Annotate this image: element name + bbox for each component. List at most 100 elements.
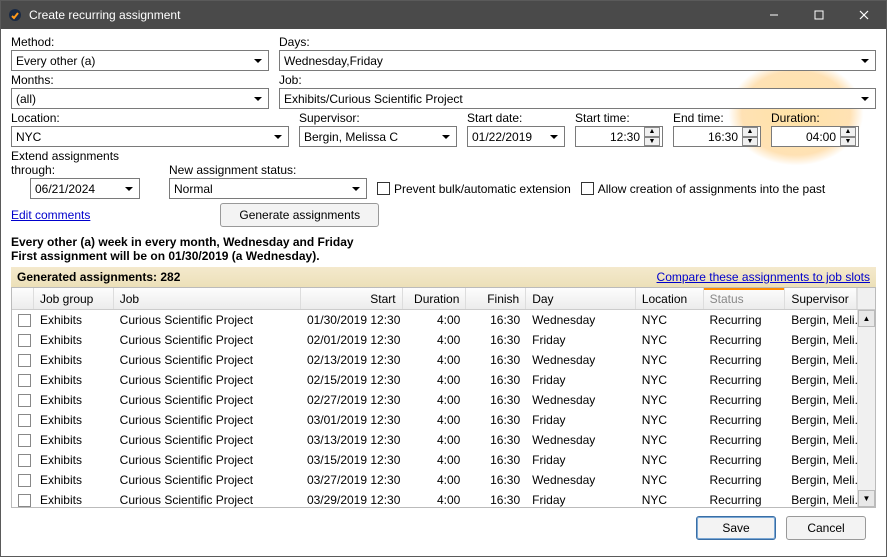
cell-location: NYC — [636, 393, 704, 407]
cell-location: NYC — [636, 493, 704, 507]
col-finish[interactable]: Finish — [466, 288, 526, 309]
days-label: Days: — [279, 35, 876, 49]
table-row[interactable]: ExhibitsCurious Scientific Project03/27/… — [12, 470, 857, 490]
days-dropdown[interactable]: Wednesday,Friday — [279, 50, 876, 71]
dialog-footer: Save Cancel — [11, 508, 876, 548]
col-checkbox[interactable] — [12, 288, 34, 309]
duration-spinner[interactable]: 04:00 ▲▼ — [771, 126, 859, 147]
cell-job: Curious Scientific Project — [114, 493, 301, 507]
spinner-buttons[interactable]: ▲▼ — [742, 127, 758, 146]
col-status[interactable]: Status — [704, 288, 786, 309]
cell-start: 02/15/2019 12:30 — [301, 373, 403, 387]
table-row[interactable]: ExhibitsCurious Scientific Project03/13/… — [12, 430, 857, 450]
cancel-button[interactable]: Cancel — [786, 516, 866, 540]
cell-supervisor: Bergin, Meli... — [785, 433, 857, 447]
cell-status: Recurring — [704, 313, 786, 327]
cell-job: Curious Scientific Project — [114, 413, 301, 427]
col-job[interactable]: Job — [114, 288, 301, 309]
new-status-dropdown[interactable]: Normal — [169, 178, 367, 199]
table-row[interactable]: ExhibitsCurious Scientific Project02/01/… — [12, 330, 857, 350]
col-job-group[interactable]: Job group — [34, 288, 114, 309]
table-row[interactable]: ExhibitsCurious Scientific Project03/29/… — [12, 490, 857, 507]
table-row[interactable]: ExhibitsCurious Scientific Project01/30/… — [12, 310, 857, 330]
cell-location: NYC — [636, 453, 704, 467]
cell-finish: 16:30 — [466, 493, 526, 507]
scroll-up-button[interactable]: ▲ — [858, 310, 875, 327]
table-row[interactable]: ExhibitsCurious Scientific Project03/15/… — [12, 450, 857, 470]
cell-supervisor: Bergin, Meli... — [785, 493, 857, 507]
cell-job-group: Exhibits — [34, 413, 114, 427]
table-row[interactable]: ExhibitsCurious Scientific Project02/13/… — [12, 350, 857, 370]
col-duration[interactable]: Duration — [403, 288, 467, 309]
method-dropdown[interactable]: Every other (a) — [11, 50, 269, 71]
cell-duration: 4:00 — [403, 453, 467, 467]
start-time-spinner[interactable]: 12:30 ▲▼ — [575, 126, 663, 147]
allow-past-checkbox[interactable]: Allow creation of assignments into the p… — [581, 178, 825, 199]
row-checkbox[interactable] — [12, 454, 34, 467]
generate-assignments-button[interactable]: Generate assignments — [220, 203, 379, 227]
compare-link[interactable]: Compare these assignments to job slots — [657, 270, 870, 284]
job-label: Job: — [279, 73, 876, 87]
dialog-window: Create recurring assignment Method: Ever… — [0, 0, 887, 557]
minimize-button[interactable] — [751, 1, 796, 29]
cell-job-group: Exhibits — [34, 393, 114, 407]
cell-status: Recurring — [704, 393, 786, 407]
vertical-scrollbar[interactable]: ▲ ▼ — [857, 310, 875, 507]
cell-day: Friday — [526, 453, 636, 467]
generated-header: Generated assignments: 282 Compare these… — [11, 267, 876, 287]
location-dropdown[interactable]: NYC — [11, 126, 289, 147]
start-date-picker[interactable]: 01/22/2019 — [467, 126, 565, 147]
supervisor-dropdown[interactable]: Bergin, Melissa C — [299, 126, 457, 147]
row-checkbox[interactable] — [12, 314, 34, 327]
save-button[interactable]: Save — [696, 516, 776, 540]
job-dropdown[interactable]: Exhibits/Curious Scientific Project — [279, 88, 876, 109]
table-row[interactable]: ExhibitsCurious Scientific Project02/15/… — [12, 370, 857, 390]
row-checkbox[interactable] — [12, 394, 34, 407]
row-checkbox[interactable] — [12, 414, 34, 427]
chevron-down-icon — [120, 179, 137, 198]
checkbox-icon — [377, 182, 390, 195]
cell-finish: 16:30 — [466, 333, 526, 347]
method-label: Method: — [11, 35, 269, 49]
col-location[interactable]: Location — [636, 288, 704, 309]
cell-finish: 16:30 — [466, 393, 526, 407]
cell-location: NYC — [636, 353, 704, 367]
table-row[interactable]: ExhibitsCurious Scientific Project03/01/… — [12, 410, 857, 430]
cell-duration: 4:00 — [403, 373, 467, 387]
table-row[interactable]: ExhibitsCurious Scientific Project02/27/… — [12, 390, 857, 410]
spinner-buttons[interactable]: ▲▼ — [840, 127, 856, 146]
cell-start: 03/29/2019 12:30 — [301, 493, 403, 507]
cell-day: Wednesday — [526, 473, 636, 487]
row-checkbox[interactable] — [12, 434, 34, 447]
maximize-button[interactable] — [796, 1, 841, 29]
col-start[interactable]: Start — [301, 288, 403, 309]
col-supervisor[interactable]: Supervisor — [785, 288, 857, 309]
col-day[interactable]: Day — [526, 288, 636, 309]
location-label: Location: — [11, 111, 289, 125]
extend-through-date-picker[interactable]: 06/21/2024 — [30, 178, 140, 199]
duration-label: Duration: — [771, 111, 859, 125]
chevron-down-icon — [545, 127, 562, 146]
end-time-spinner[interactable]: 16:30 ▲▼ — [673, 126, 761, 147]
row-checkbox[interactable] — [12, 334, 34, 347]
extend-through-label: Extend assignments through: — [11, 149, 159, 177]
row-checkbox[interactable] — [12, 354, 34, 367]
prevent-bulk-checkbox[interactable]: Prevent bulk/automatic extension — [377, 178, 571, 199]
cell-supervisor: Bergin, Meli... — [785, 413, 857, 427]
cell-job-group: Exhibits — [34, 453, 114, 467]
cell-day: Friday — [526, 493, 636, 507]
scroll-down-button[interactable]: ▼ — [858, 490, 875, 507]
row-checkbox[interactable] — [12, 474, 34, 487]
cell-location: NYC — [636, 313, 704, 327]
months-dropdown[interactable]: (all) — [11, 88, 269, 109]
row-checkbox[interactable] — [12, 494, 34, 507]
checkbox-icon — [581, 182, 594, 195]
close-button[interactable] — [841, 1, 886, 29]
cell-location: NYC — [636, 333, 704, 347]
spinner-buttons[interactable]: ▲▼ — [644, 127, 660, 146]
edit-comments-link[interactable]: Edit comments — [11, 208, 90, 222]
cell-supervisor: Bergin, Meli... — [785, 353, 857, 367]
cell-finish: 16:30 — [466, 413, 526, 427]
cell-duration: 4:00 — [403, 393, 467, 407]
row-checkbox[interactable] — [12, 374, 34, 387]
